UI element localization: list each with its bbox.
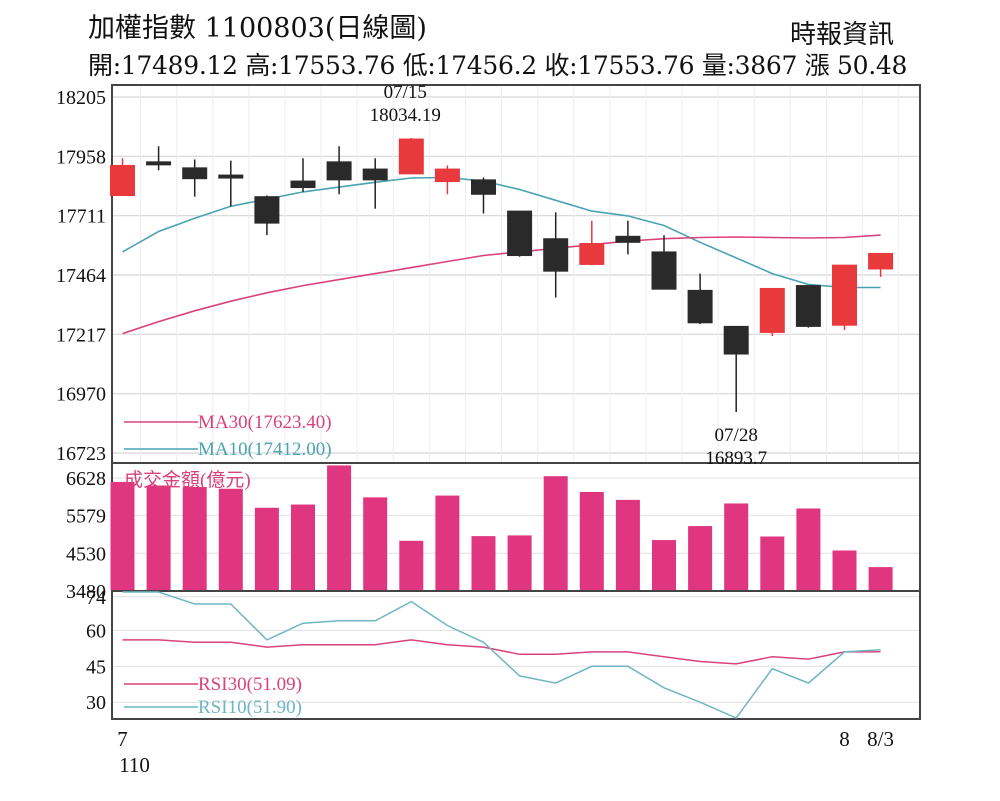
volume-bar <box>291 504 315 590</box>
legend-label: MA30(17623.40) <box>198 412 332 433</box>
y-tick-volume: 3480 <box>66 581 106 603</box>
rsi-line <box>122 639 881 665</box>
candle-body <box>110 164 135 196</box>
annotation-value: 18034.19 <box>370 105 441 126</box>
candle-body <box>182 167 208 180</box>
x-tick-label: 8/3 <box>867 727 894 751</box>
ma-line <box>122 234 881 335</box>
candle-body <box>290 180 316 189</box>
candle-body <box>759 287 785 333</box>
volume-label: 成交金額(億元) <box>124 469 251 491</box>
volume-bar <box>615 499 640 590</box>
candle-body <box>868 252 894 270</box>
y-tick-rsi: 45 <box>86 656 106 678</box>
ohlc-summary: 開:17489.12 高:17553.76 低:17456.2 收:17553.… <box>88 51 908 80</box>
candle-body <box>507 210 533 257</box>
candle-body <box>254 196 280 224</box>
volume-bar <box>652 540 676 590</box>
frame-price <box>111 84 921 464</box>
volume-bars <box>110 465 893 590</box>
panel-frames <box>111 84 921 720</box>
y-tick-price: 16970 <box>56 384 106 406</box>
candle-body <box>723 325 749 355</box>
volume-bar <box>110 481 135 590</box>
volume-bar <box>254 507 279 590</box>
y-tick-volume: 6628 <box>66 468 106 490</box>
volume-bar <box>327 465 352 590</box>
y-tick-volume: 4530 <box>66 543 106 565</box>
x-tick-label: 8 <box>839 727 850 751</box>
y-tick-price: 17711 <box>57 206 106 228</box>
legend-label: RSI10(51.90) <box>198 697 302 718</box>
volume-bar <box>543 476 568 590</box>
candle-body <box>795 285 821 327</box>
candle-body <box>651 251 677 290</box>
y-tick-price: 17464 <box>56 265 106 287</box>
y-tick-price: 18205 <box>56 87 106 109</box>
rsi-line <box>122 591 881 719</box>
candle-body <box>398 138 424 175</box>
candle-body <box>579 243 605 265</box>
volume-bar <box>832 550 857 590</box>
axis-labels: 18205 17958 17711 17464 17217 16970 16723 MA30(… <box>56 82 894 777</box>
volume-bar <box>363 497 388 590</box>
rsi-lines <box>122 591 881 719</box>
volume-bar <box>435 495 460 590</box>
volume-bar <box>399 540 424 590</box>
candle-body <box>832 264 857 326</box>
legend-label: RSI30(51.09) <box>198 674 302 695</box>
x-tick-label: 7 <box>117 727 128 751</box>
volume-bar <box>724 503 749 590</box>
candle-body <box>615 235 641 243</box>
y-tick-rsi: 74 <box>86 587 106 609</box>
volume-bar <box>868 567 893 590</box>
ma-line <box>122 176 881 289</box>
y-tick-rsi: 60 <box>86 620 106 642</box>
volume-bar <box>146 485 171 590</box>
annotation-date: 07/15 <box>384 82 427 103</box>
annotation-date: 07/28 <box>715 425 758 446</box>
volume-bar <box>471 536 496 590</box>
frame-rsi <box>111 590 921 720</box>
annotation-value: 16893.7 <box>705 448 767 469</box>
candle-body <box>687 289 713 324</box>
y-tick-price: 16723 <box>56 443 106 465</box>
grid-lines <box>112 85 920 703</box>
volume-bar <box>182 486 207 590</box>
y-tick-volume: 5579 <box>66 506 106 528</box>
volume-bar <box>688 526 713 590</box>
y-tick-price: 17958 <box>56 146 106 168</box>
candle-body <box>362 168 388 181</box>
x-tick-sublabel: 110 <box>119 753 150 777</box>
volume-bar <box>760 536 785 590</box>
candlesticks <box>110 138 894 412</box>
source-label: 時報資訊 <box>790 20 895 50</box>
candle-body <box>434 168 460 183</box>
legend-label: MA10(17412.00) <box>198 439 332 460</box>
volume-bar <box>218 488 243 590</box>
moving-average-lines <box>122 176 881 335</box>
candle-body <box>218 174 244 179</box>
candle-body <box>543 238 569 272</box>
volume-bar <box>579 491 604 590</box>
volume-bar <box>796 508 821 590</box>
candle-body <box>326 161 352 181</box>
candle-body <box>146 161 172 166</box>
chart-title: 加權指數 1100803(日線圖) <box>88 13 427 44</box>
candle-body <box>471 179 496 195</box>
y-tick-price: 17217 <box>56 324 106 346</box>
y-tick-rsi: 30 <box>86 692 106 714</box>
volume-bar <box>507 535 532 590</box>
